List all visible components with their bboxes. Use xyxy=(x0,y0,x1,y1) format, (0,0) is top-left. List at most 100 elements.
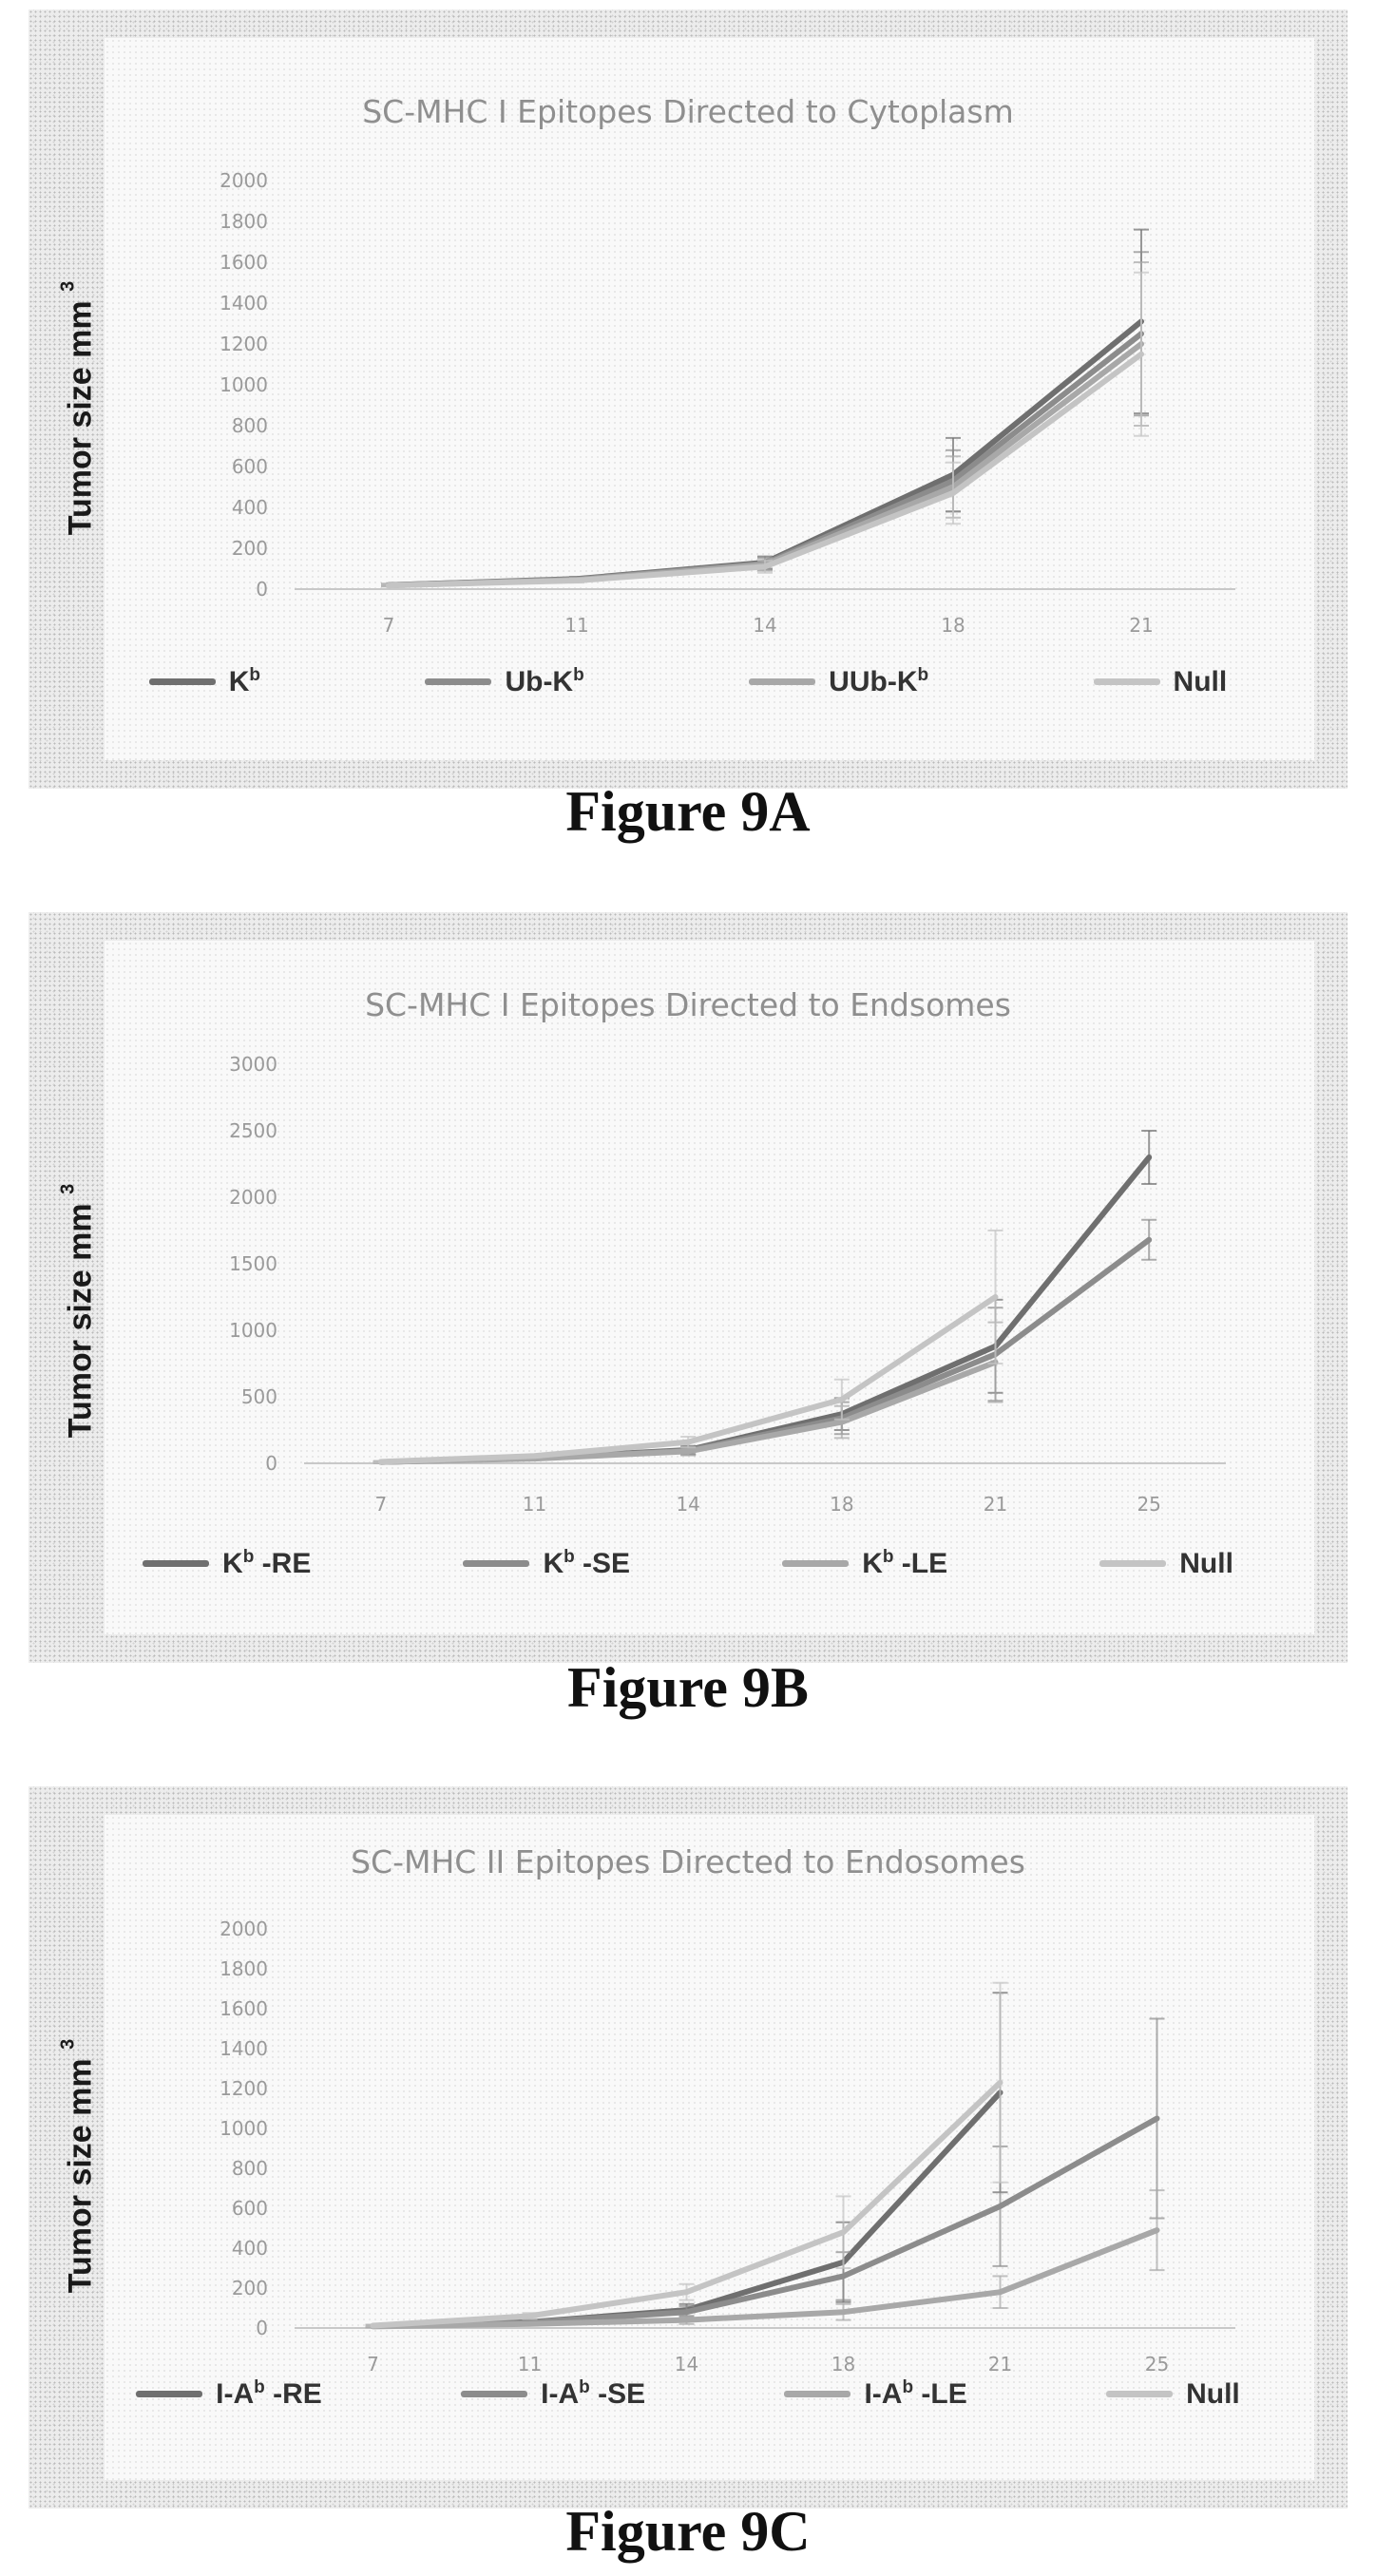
series xyxy=(365,1981,1008,2329)
y-tick-label: 200 xyxy=(232,2277,268,2299)
legend-swatch xyxy=(425,678,492,685)
chart-title: SC-MHC II Epitopes Directed to Endosomes xyxy=(351,1843,1025,1880)
legend-item: Ub-Kb xyxy=(425,665,584,698)
y-tick-label: 1400 xyxy=(220,292,268,315)
y-tick-label: 1000 xyxy=(220,2117,268,2140)
y-tick-label: 1400 xyxy=(220,2037,268,2060)
y-tick-label: 200 xyxy=(232,537,268,560)
x-tick-label: 11 xyxy=(518,2353,542,2376)
legend-item: Null xyxy=(1099,1547,1233,1580)
x-tick-label: 25 xyxy=(1145,2353,1169,2376)
y-tick-label: 2500 xyxy=(229,1119,277,1142)
series-line xyxy=(377,1154,1153,1465)
legend-swatch xyxy=(1093,678,1160,685)
legend-item: I-Ab -SE xyxy=(461,2377,645,2411)
chart-title: SC-MHC I Epitopes Directed to Cytoplasm xyxy=(362,93,1014,130)
x-tick-label: 21 xyxy=(988,2353,1012,2376)
y-tick-label: 600 xyxy=(232,2197,268,2220)
figure-caption: Figure 9C xyxy=(565,2500,811,2563)
y-tick-label: 800 xyxy=(232,2157,268,2180)
series-line xyxy=(370,2079,1003,2329)
y-tick-label: 500 xyxy=(241,1385,277,1408)
legend-item: Kb -SE xyxy=(463,1547,630,1580)
legend-swatch xyxy=(1106,2391,1174,2397)
y-tick-label: 0 xyxy=(256,578,268,601)
series-line xyxy=(377,1294,999,1465)
legend-swatch xyxy=(461,2391,528,2397)
y-tick-label: 400 xyxy=(232,496,268,519)
x-tick-label: 18 xyxy=(941,614,965,637)
x-tick-label: 21 xyxy=(984,1493,1007,1516)
series-line xyxy=(386,318,1144,588)
x-tick-label: 18 xyxy=(831,2353,855,2376)
series-line xyxy=(377,1236,1153,1465)
x-tick-label: 7 xyxy=(383,614,395,637)
y-tick-label: 1200 xyxy=(220,333,268,355)
series xyxy=(365,1992,1008,2329)
legend: Kb Ub-Kb UUb-Kb Null xyxy=(29,665,1347,698)
series xyxy=(381,251,1149,588)
figure-9a-panel: SC-MHC I Epitopes Directed to Cytoplasm … xyxy=(29,10,1347,789)
y-tick-label: 400 xyxy=(232,2237,268,2260)
chart-area xyxy=(105,941,1314,1634)
legend-item: I-Ab -RE xyxy=(136,2377,322,2411)
x-tick-label: 11 xyxy=(523,1493,546,1516)
y-tick-label: 1000 xyxy=(229,1319,277,1342)
y-tick-label: 2000 xyxy=(229,1186,277,1209)
legend-swatch xyxy=(782,1560,850,1567)
y-tick-label: 1800 xyxy=(220,210,268,233)
series xyxy=(373,1130,1157,1465)
series-line xyxy=(370,2115,1160,2329)
y-tick-label: 2000 xyxy=(220,169,268,192)
x-tick-label: 7 xyxy=(367,2353,379,2376)
x-tick-label: 14 xyxy=(676,1493,699,1516)
x-tick-label: 14 xyxy=(675,2353,698,2376)
y-tick-label: 1600 xyxy=(220,251,268,274)
legend-swatch xyxy=(136,2391,203,2397)
y-tick-label: 1000 xyxy=(220,373,268,396)
chart-area xyxy=(105,38,1314,760)
line-chart: 0 200 400 600 800 1000 1200 1400 1600 1800 2000 7 11… xyxy=(220,1918,1235,2376)
y-tick-label: 1800 xyxy=(220,1957,268,1980)
figure-9c-panel: SC-MHC II Epitopes Directed to Endosomes… xyxy=(29,1786,1347,2509)
legend: Kb -RE Kb -SE Kb -LE Null xyxy=(29,1547,1347,1580)
legend-item: Null xyxy=(1093,665,1227,698)
series xyxy=(381,271,1149,589)
x-tick-label: 18 xyxy=(830,1493,853,1516)
series xyxy=(381,228,1149,588)
series-line xyxy=(386,351,1144,589)
x-tick-label: 14 xyxy=(753,614,776,637)
x-tick-label: 21 xyxy=(1129,614,1153,637)
legend-item: Kb xyxy=(148,665,260,698)
y-tick-label: 1200 xyxy=(220,2077,268,2100)
series xyxy=(365,2189,1165,2330)
legend-swatch xyxy=(143,1560,210,1567)
legend-item: Kb -LE xyxy=(782,1547,947,1580)
series-line xyxy=(370,2227,1160,2330)
series-line xyxy=(386,341,1144,589)
y-tick-label: 800 xyxy=(232,414,268,437)
chart-area xyxy=(105,1815,1314,2480)
legend: I-Ab -RE I-Ab -SE I-Ab -LE Null xyxy=(29,2377,1347,2411)
series xyxy=(373,1230,1003,1465)
x-tick-label: 25 xyxy=(1137,1493,1160,1516)
legend-item: Kb -RE xyxy=(143,1547,311,1580)
legend-swatch xyxy=(148,678,216,685)
line-chart: 0 500 1000 1500 2000 2500 3000 7 11 14 18 21 25 xyxy=(229,1053,1226,1516)
legend-swatch xyxy=(1099,1560,1167,1567)
y-tick-label: 1500 xyxy=(229,1252,277,1275)
figure-9b-panel: SC-MHC I Epitopes Directed to Endsomes T… xyxy=(29,912,1347,1663)
y-tick-label: 600 xyxy=(232,455,268,478)
legend-swatch xyxy=(463,1560,530,1567)
line-chart: 0 200 400 600 800 1000 1200 1400 1600 1800 2000 7 11… xyxy=(220,169,1235,637)
series xyxy=(373,1218,1157,1465)
legend-item: Null xyxy=(1106,2377,1240,2411)
legend-item: I-Ab -LE xyxy=(784,2377,967,2411)
figure-caption: Figure 9B xyxy=(567,1656,809,1719)
figure-caption: Figure 9A xyxy=(565,780,811,843)
series xyxy=(381,261,1149,589)
y-tick-label: 3000 xyxy=(229,1053,277,1076)
x-tick-label: 11 xyxy=(564,614,588,637)
y-tick-label: 2000 xyxy=(220,1918,268,1940)
chart-title: SC-MHC I Epitopes Directed to Endsomes xyxy=(365,986,1011,1023)
